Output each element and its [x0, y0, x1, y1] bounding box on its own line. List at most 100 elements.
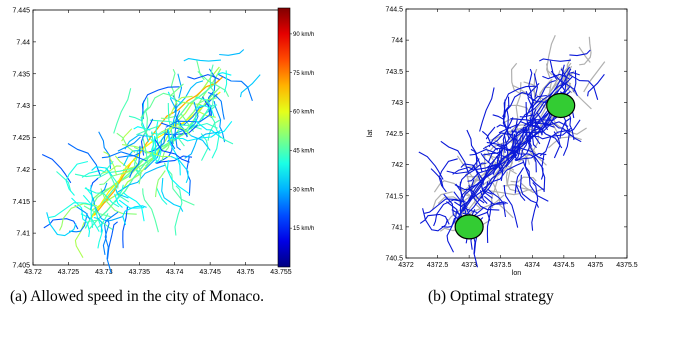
b-strategy-road [479, 87, 495, 132]
a-road-segment [170, 155, 189, 184]
b-y-tick-label: 743.5 [385, 69, 403, 76]
b-y-axis-label: lat [367, 130, 374, 137]
b-strategy-road [539, 58, 571, 62]
a-road-segment [123, 165, 137, 171]
b-road-network [418, 34, 606, 268]
a-road-segment [141, 86, 180, 119]
a-road-segment [156, 155, 193, 164]
b-strategy-road [487, 147, 504, 164]
a-road-segment [195, 104, 215, 117]
a-road-segment [115, 189, 129, 199]
b-strategy-road [480, 152, 492, 165]
a-road-segment [102, 165, 121, 174]
a-road-segment [187, 74, 220, 81]
a-road-segment [144, 128, 167, 154]
a-road-segment [101, 182, 108, 193]
a-road-segment [167, 95, 193, 119]
b-strategy-road [430, 168, 444, 188]
b-strategy-road [459, 181, 463, 206]
a-road-segment [178, 129, 187, 138]
a-road-segment [174, 185, 183, 236]
a-road-segment [154, 139, 190, 163]
b-x-tick-label: 4375.5 [616, 262, 638, 269]
a-road-segment [178, 121, 185, 147]
b-strategy-road [568, 73, 599, 100]
b-strategy-road [514, 137, 545, 161]
b-strategy-road [549, 60, 558, 80]
a-road-segment [142, 137, 149, 164]
b-strategy-road [433, 199, 466, 227]
b-strategy-road [438, 158, 458, 193]
a-road-segment [218, 72, 232, 76]
a-road-segment [82, 194, 94, 228]
b-strategy-road [535, 127, 542, 136]
b-strategy-road [513, 133, 517, 158]
b-x-tick-label: 4374.5 [553, 262, 575, 269]
b-strategy-road [424, 198, 463, 214]
colorbar-tick-label: 90 km/h [293, 32, 314, 38]
a-road-segment [122, 205, 147, 226]
b-strategy-road [454, 184, 485, 204]
a-road-segment [104, 219, 112, 274]
a-road-segment [87, 219, 114, 231]
b-strategy-road [482, 161, 524, 189]
b-y-tick-label: 744.5 [385, 7, 403, 14]
a-road-segment [154, 135, 157, 161]
b-strategy-road [479, 190, 488, 204]
a-x-tick-label: 43.725 [58, 269, 80, 276]
b-strategy-road [503, 110, 509, 135]
a-y-tick-label: 7.42 [16, 167, 30, 174]
a-road-segment [93, 216, 103, 233]
a-road-segment [165, 105, 212, 128]
b-strategy-road [477, 171, 484, 186]
a-road-segment [166, 160, 190, 195]
b-unused-road [511, 84, 529, 96]
b-unused-road [518, 152, 536, 163]
a-x-tick-label: 43.73 [95, 269, 113, 276]
a-road-segment [118, 199, 145, 209]
b-strategy-road [469, 148, 508, 159]
a-road-segment [183, 58, 221, 62]
a-road-segment [169, 129, 222, 142]
colorbar-tick-label: 45 km/h [293, 148, 314, 154]
b-strategy-road [547, 116, 572, 137]
a-road-segment [161, 177, 184, 212]
a-road-segment [154, 121, 162, 164]
b-strategy-road [542, 73, 571, 80]
b-strategy-road [559, 118, 571, 139]
b-y-tick-label: 741 [391, 224, 403, 231]
a-road-segment [117, 152, 140, 159]
a-y-tick-label: 7.445 [12, 8, 30, 15]
b-strategy-road [503, 85, 536, 118]
b-strategy-road [568, 71, 580, 76]
a-road-segment [114, 193, 123, 208]
a-road-segment [173, 80, 204, 113]
a-road-segment [218, 120, 233, 135]
a-road-segment [194, 117, 222, 139]
b-strategy-road [467, 169, 489, 182]
a-y-tick-label: 7.435 [12, 71, 30, 78]
b-strategy-road [502, 96, 515, 141]
a-road-segment [133, 126, 151, 131]
a-road-segment [114, 155, 128, 168]
b-strategy-road [550, 70, 578, 97]
b-strategy-road [587, 73, 605, 97]
b-strategy-road [527, 127, 532, 142]
b-unused-road [578, 46, 591, 63]
b-strategy-road [569, 49, 591, 57]
b-strategy-road [481, 186, 493, 195]
a-road-segment [239, 74, 261, 98]
b-strategy-road [527, 153, 544, 180]
b-strategy-road [515, 184, 526, 201]
a-road-segment [74, 160, 114, 178]
b-strategy-road [539, 129, 570, 157]
b-strategy-road [496, 144, 516, 152]
b-y-tick-label: 740.5 [385, 256, 403, 263]
a-road-segment [123, 192, 145, 222]
a-road-segment [142, 188, 159, 233]
colorbar-tick-label: 30 km/h [293, 187, 314, 193]
a-road-segment [170, 68, 178, 105]
b-strategy-road [514, 119, 521, 161]
a-road-segment [122, 205, 129, 249]
b-strategy-road [468, 179, 475, 190]
